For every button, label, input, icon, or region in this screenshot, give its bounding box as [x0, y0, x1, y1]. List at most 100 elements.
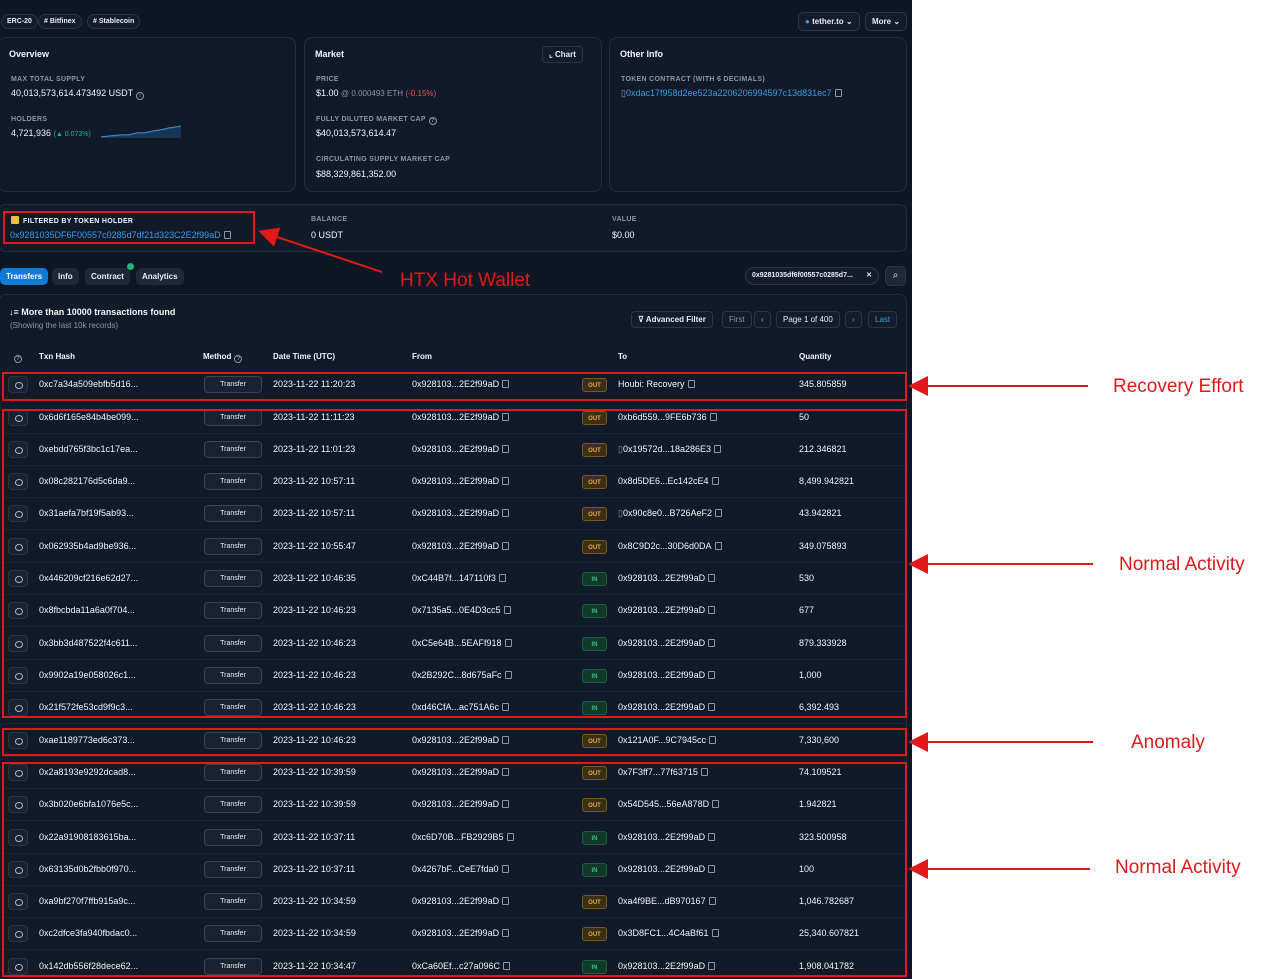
view-details-icon[interactable] [8, 441, 28, 458]
txn-hash-link[interactable]: 0x062935b4ad9be936... [39, 541, 137, 551]
copy-icon[interactable] [700, 768, 708, 776]
view-details-icon[interactable] [8, 409, 28, 426]
to-address[interactable]: 0xb6d559...9FE6b736 [618, 412, 717, 422]
copy-icon[interactable] [502, 413, 510, 421]
view-details-icon[interactable] [8, 376, 28, 393]
view-details-icon[interactable] [8, 699, 28, 716]
copy-icon[interactable] [502, 477, 510, 485]
copy-icon[interactable] [715, 509, 723, 517]
last-page-button[interactable]: Last [868, 311, 898, 328]
tag-bitfinex[interactable]: # Bitfinex [38, 14, 82, 29]
copy-icon[interactable] [709, 413, 717, 421]
copy-icon[interactable] [834, 89, 842, 97]
copy-icon[interactable] [506, 833, 514, 841]
view-details-icon[interactable] [8, 958, 28, 975]
txn-hash-link[interactable]: 0x3bb3d487522f4c611... [39, 638, 138, 648]
close-icon[interactable]: ✕ [866, 272, 872, 279]
advanced-filter-button[interactable]: ⊽ Advanced Filter [631, 311, 713, 328]
from-address[interactable]: 0xc6D70B...FB2929B5 [412, 832, 514, 842]
txn-hash-link[interactable]: 0x21f572fe53cd9f9c3... [39, 702, 133, 712]
to-address[interactable]: 0x121A0F...9C7945cc [618, 735, 717, 745]
view-details-icon[interactable] [8, 667, 28, 684]
to-address[interactable]: 0x8d5DE6...Ec142cE4 [618, 476, 719, 486]
txn-hash-link[interactable]: 0x63135d0b2fbb0f970... [39, 864, 137, 874]
to-address[interactable]: 0x8C9D2c...30D6d0DA [618, 541, 722, 551]
to-address[interactable]: 0x54D545...56eA878D [618, 799, 720, 809]
copy-icon[interactable] [223, 231, 231, 239]
view-details-icon[interactable] [8, 505, 28, 522]
view-details-icon[interactable] [8, 925, 28, 942]
view-details-icon[interactable] [8, 796, 28, 813]
from-address[interactable]: 0x2B292C...8d675aFc [412, 670, 512, 680]
copy-icon[interactable] [502, 768, 510, 776]
txn-hash-link[interactable]: 0xc7a34a509ebfb5d16... [39, 379, 139, 389]
view-details-icon[interactable] [8, 602, 28, 619]
copy-icon[interactable] [502, 736, 510, 744]
tab-contract[interactable]: Contract [85, 268, 130, 285]
filter-address[interactable]: 0x9281035DF6F00557c0285d7df21d323C2E2f99… [10, 230, 231, 240]
from-address[interactable]: 0xCa60Ef...c27a096C [412, 961, 511, 971]
txn-hash-link[interactable]: 0x22a91908183615ba... [39, 832, 137, 842]
to-address[interactable]: 0x7F3ff7...77f63715 [618, 767, 708, 777]
to-address[interactable]: ▯0x90c8e0...B726AeF2 [618, 508, 723, 519]
copy-icon[interactable] [708, 897, 716, 905]
copy-icon[interactable] [709, 736, 717, 744]
copy-icon[interactable] [503, 962, 511, 970]
copy-icon[interactable] [501, 865, 509, 873]
tab-analytics[interactable]: Analytics [136, 268, 184, 285]
more-button[interactable]: More ⌄ [865, 12, 908, 31]
copy-icon[interactable] [502, 703, 510, 711]
view-details-icon[interactable] [8, 635, 28, 652]
next-page-button[interactable]: › [845, 311, 862, 328]
from-address[interactable]: 0xd46CfA...ac751A6c [412, 702, 510, 712]
prev-page-button[interactable]: ‹ [754, 311, 771, 328]
tag-erc20[interactable]: ERC-20 [1, 14, 38, 29]
view-details-icon[interactable] [8, 538, 28, 555]
txn-hash-link[interactable]: 0x08c282176d5c6da9... [39, 476, 136, 486]
contract-value[interactable]: ▯0xdac17f958d2ee523a2206206994597c13d831… [621, 88, 842, 99]
tab-info[interactable]: Info [52, 268, 79, 285]
from-address[interactable]: 0x4267bF...CeE7fda0 [412, 864, 509, 874]
txn-hash-link[interactable]: 0xae1189773ed6c373... [39, 735, 135, 745]
txn-hash-link[interactable]: 0x2a8193e9292dcad8... [39, 767, 136, 777]
copy-icon[interactable] [498, 574, 506, 582]
copy-icon[interactable] [502, 445, 510, 453]
copy-icon[interactable] [708, 671, 716, 679]
copy-icon[interactable] [711, 477, 719, 485]
txn-hash-link[interactable]: 0x8fbcbda11a6a0f704... [39, 605, 135, 615]
txn-hash-link[interactable]: 0x9902a19e058026c1... [39, 670, 136, 680]
copy-icon[interactable] [503, 606, 511, 614]
copy-icon[interactable] [712, 800, 720, 808]
chart-button[interactable]: ⌞ Chart [542, 46, 583, 63]
view-details-icon[interactable] [8, 764, 28, 781]
copy-icon[interactable] [714, 445, 722, 453]
tab-transfers[interactable]: Transfers [0, 268, 49, 285]
view-details-icon[interactable] [8, 473, 28, 490]
tag-stablecoin[interactable]: # Stablecoin [87, 14, 141, 29]
copy-icon[interactable] [504, 671, 512, 679]
txn-hash-link[interactable]: 0xc2dfce3fa940fbdac0... [39, 928, 138, 938]
to-address[interactable]: 0xa4f9BE...dB970167 [618, 896, 716, 906]
copy-icon[interactable] [711, 929, 719, 937]
to-address[interactable]: ▯0x19572d...18a286E3 [618, 444, 722, 455]
copy-icon[interactable] [708, 865, 716, 873]
copy-icon[interactable] [708, 606, 716, 614]
txn-hash-link[interactable]: 0x446209cf216e62d27... [39, 573, 139, 583]
search-button[interactable]: ⌕ [885, 266, 906, 286]
header-date-time[interactable]: Date Time (UTC) [273, 352, 336, 361]
copy-icon[interactable] [502, 380, 510, 388]
view-details-icon[interactable] [8, 732, 28, 749]
txn-hash-link[interactable]: 0x6d6f165e84b4be099... [39, 412, 139, 422]
view-details-icon[interactable] [8, 861, 28, 878]
from-address[interactable]: 0xC5e64B...5EAFf918 [412, 638, 512, 648]
view-details-icon[interactable] [8, 893, 28, 910]
from-address[interactable]: 0xC44B7f...147110f3 [412, 573, 506, 583]
copy-icon[interactable] [714, 542, 722, 550]
to-address[interactable]: Houbi: Recovery [618, 379, 695, 389]
copy-icon[interactable] [708, 703, 716, 711]
from-address[interactable]: 0x7135a5...0E4D3cc5 [412, 605, 511, 615]
address-filter-chip[interactable]: 0x9281035df6f00557c0285d7... ✕ [745, 267, 879, 285]
txn-hash-link[interactable]: 0xa9bf270f7ffb915a9c... [39, 896, 136, 906]
site-button[interactable]: ● tether.to ⌄ [798, 12, 860, 31]
copy-icon[interactable] [708, 833, 716, 841]
